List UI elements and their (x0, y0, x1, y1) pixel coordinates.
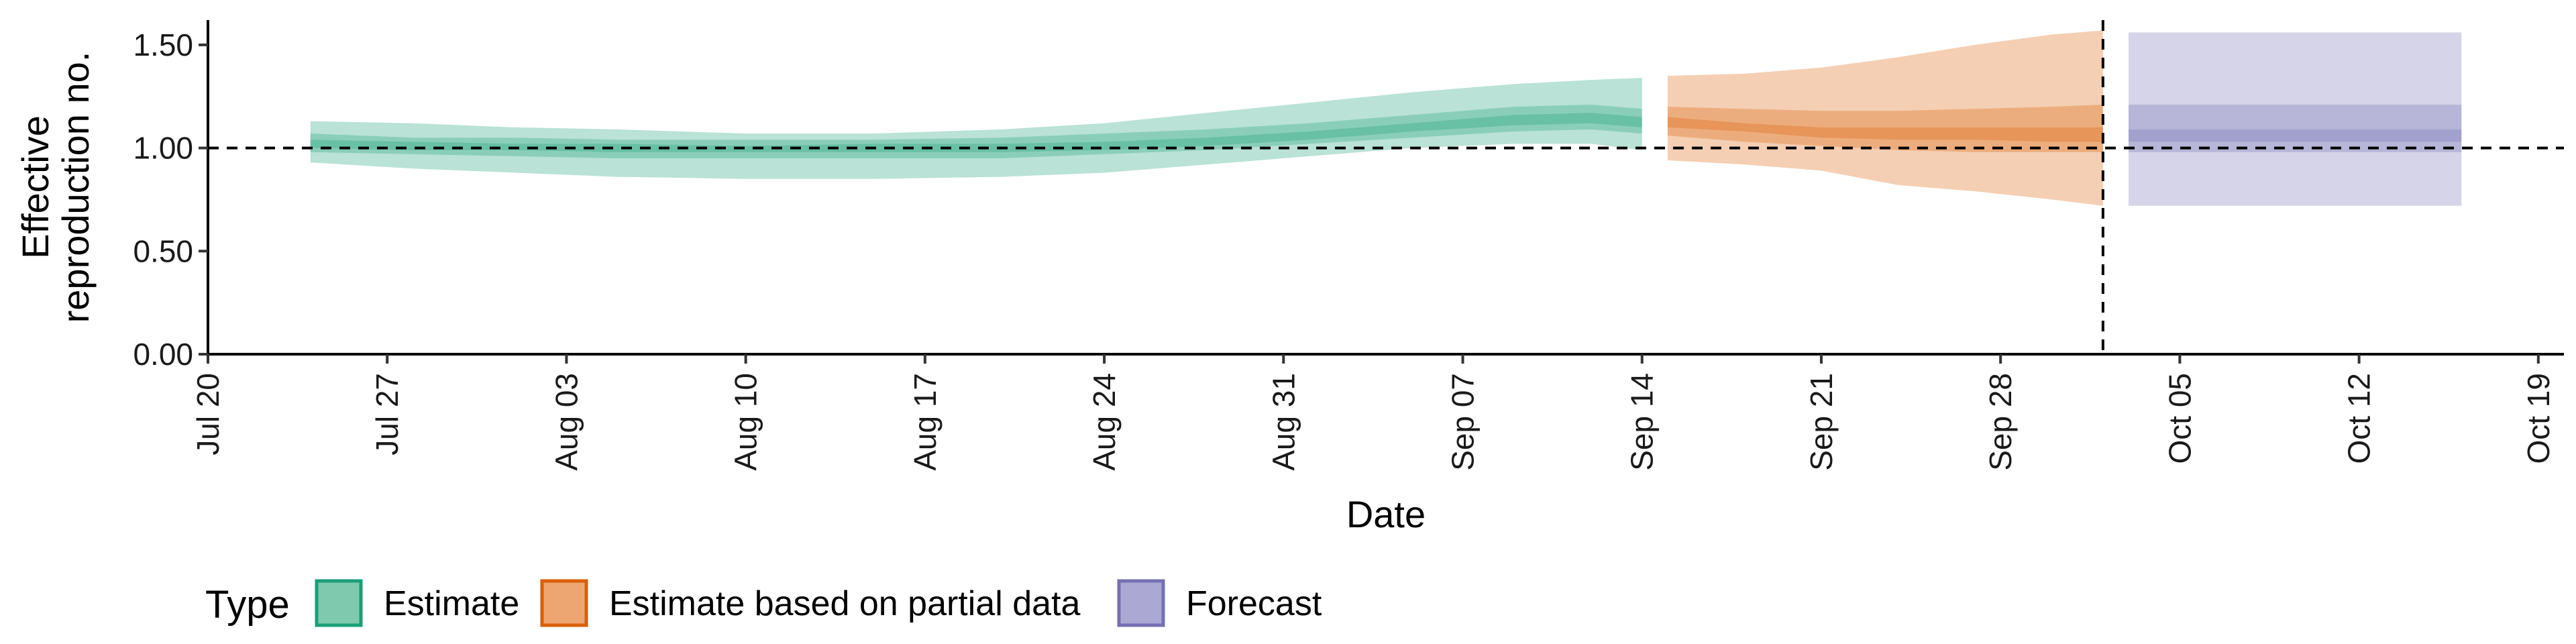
x-tick-label: Aug 31 (1266, 373, 1301, 471)
series-1 (310, 78, 1642, 179)
legend-item: Forecast (1117, 579, 1322, 627)
x-tick-label: Sep 14 (1625, 373, 1660, 471)
legend-label: Estimate (384, 584, 519, 623)
x-axis-title: Date (1346, 493, 1426, 535)
legend-swatch (1117, 579, 1165, 627)
band-2-outer (1667, 30, 2103, 206)
legend-item: Estimate based on partial data (540, 579, 1081, 627)
legend-swatch (540, 579, 588, 627)
y-axis-title-line-2: reproduction no. (54, 52, 97, 323)
y-axis-title-line-1: Effective (14, 115, 56, 259)
y-tick-label: 1.00 (133, 131, 193, 166)
legend: Type Estimate Estimate based on partial d… (205, 579, 1322, 627)
legend-items: Estimate Estimate based on partial data Fo… (315, 579, 1322, 627)
x-tick-label: Sep 21 (1804, 373, 1839, 471)
x-tick-label: Oct 05 (2162, 373, 2197, 464)
x-tick-label: Oct 19 (2521, 373, 2556, 464)
y-tick-label: 1.50 (133, 28, 193, 62)
x-ticks: Jul 20 Jul 27 Aug 03 Aug 10 Aug 17 Aug 24 Aug … (191, 354, 2556, 471)
legend-item: Estimate (315, 579, 519, 627)
x-tick-label: Aug 17 (908, 373, 943, 471)
series-3 (2129, 32, 2462, 206)
band-2-inner (1667, 117, 2103, 142)
x-tick-label: Oct 12 (2342, 373, 2377, 464)
x-tick-label: Aug 24 (1087, 373, 1122, 471)
x-tick-label: Jul 27 (370, 373, 405, 455)
y-tick-label: 0.00 (133, 337, 193, 372)
axes: 0.00 0.50 1.00 1.50 Jul 20 Jul 27 Aug 03 Aug 1… (14, 20, 2564, 535)
y-ticks: 0.00 0.50 1.00 1.50 (133, 28, 208, 372)
band-3-middle (2129, 105, 2462, 152)
x-tick-label: Sep 07 (1446, 373, 1481, 471)
reference-lines (208, 20, 2564, 354)
band-1-outer (310, 78, 1642, 179)
legend-label: Estimate based on partial data (609, 584, 1081, 623)
band-2-middle (1667, 105, 2103, 152)
band-3-inner (2129, 129, 2462, 142)
legend-title: Type (205, 583, 290, 627)
x-tick-label: Aug 10 (729, 373, 763, 471)
band-1-middle (310, 105, 1642, 158)
legend-label: Forecast (1186, 584, 1322, 623)
y-tick-label: 0.50 (133, 233, 193, 268)
x-tick-label: Sep 28 (1983, 373, 2018, 471)
bands-layer (310, 30, 2462, 206)
band-3-outer (2129, 32, 2462, 206)
x-tick-label: Jul 20 (191, 373, 225, 455)
legend-swatch (315, 579, 363, 627)
x-tick-label: Aug 03 (549, 373, 584, 471)
series-2 (1667, 30, 2103, 206)
